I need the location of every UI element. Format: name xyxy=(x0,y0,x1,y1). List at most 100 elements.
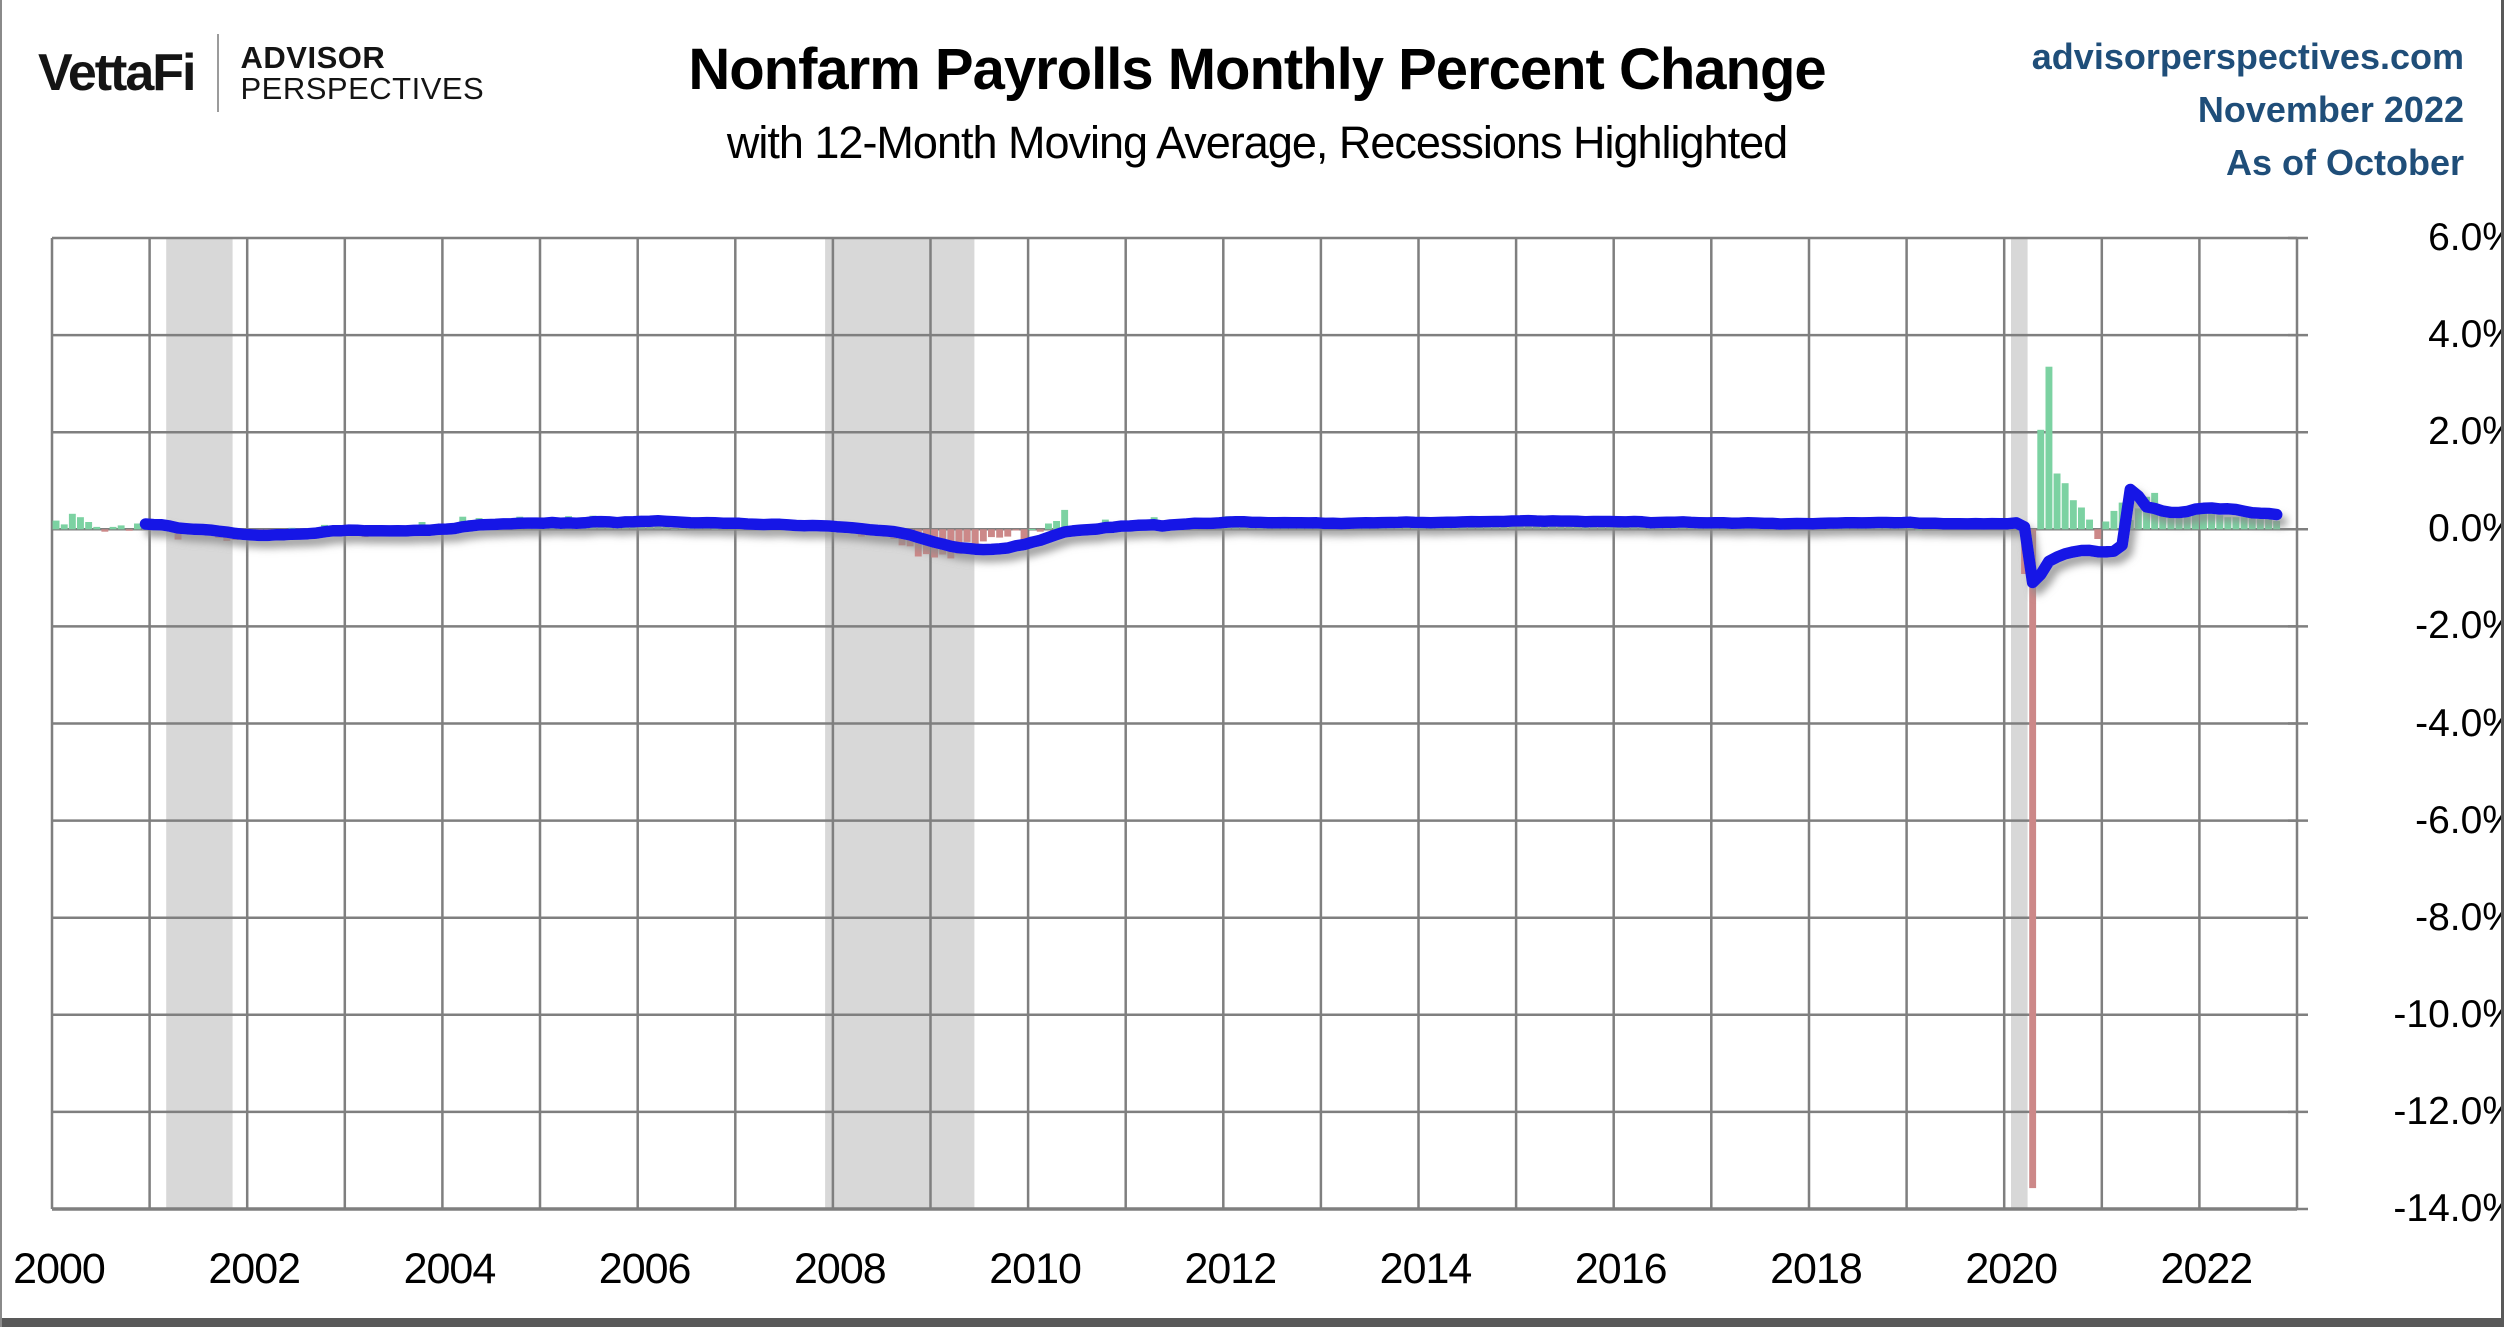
payroll-bar xyxy=(1646,528,1654,530)
x-axis-tick-label: 2000 xyxy=(13,1245,106,1293)
payroll-bar xyxy=(2110,510,2118,530)
x-axis-tick-label: 2016 xyxy=(1574,1245,1668,1293)
logo-divider xyxy=(216,34,219,112)
payroll-bar xyxy=(1004,529,1012,537)
payroll-bar xyxy=(605,526,613,530)
payroll-bar xyxy=(2086,519,2093,530)
payroll-bar xyxy=(134,523,141,530)
payroll-bar xyxy=(1020,529,1028,540)
payroll-bar xyxy=(2216,515,2224,530)
x-axis-tick-label: 2018 xyxy=(1770,1245,1863,1293)
payroll-bar xyxy=(2078,507,2085,530)
x-axis-tick-label: 2002 xyxy=(208,1245,301,1293)
payroll-bar xyxy=(2265,519,2272,530)
source-date: November 2022 xyxy=(2197,89,2464,130)
x-axis-tick-label: 2020 xyxy=(1965,1245,2058,1293)
source-asof: As of October xyxy=(2225,142,2464,183)
payroll-bar xyxy=(1012,529,1020,531)
y-axis-tick-label: -10.0% xyxy=(2393,992,2504,1036)
payroll-bar xyxy=(2273,521,2281,530)
advisor-perspectives-logo: ADVISOR PERSPECTIVES xyxy=(241,42,485,104)
payroll-bar xyxy=(1045,523,1052,530)
payroll-bar xyxy=(2029,529,2037,1189)
x-axis-tick-label: 2014 xyxy=(1379,1245,1473,1293)
payroll-bar xyxy=(711,528,719,530)
moving-average-line xyxy=(139,483,2283,589)
y-axis-tick-label: 4.0% xyxy=(2428,313,2504,357)
payroll-bar xyxy=(1533,526,1540,530)
payroll-bar xyxy=(109,526,117,530)
payroll-bar xyxy=(2053,473,2061,530)
chart-title: Nonfarm Payrolls Monthly Percent Change xyxy=(688,37,1826,102)
payroll-bar xyxy=(2240,517,2248,530)
payroll-bar xyxy=(174,529,182,540)
page-bottom-border xyxy=(2,1318,2504,1327)
payroll-bar xyxy=(101,529,109,532)
payroll-bar xyxy=(2061,483,2069,530)
brand-logo: VettaFi ADVISOR PERSPECTIVES xyxy=(38,34,484,112)
payroll-bar xyxy=(2256,519,2264,530)
y-axis-tick-label: -2.0% xyxy=(2415,604,2504,648)
chart-subtitle: with 12-Month Moving Average, Recessions… xyxy=(726,117,1788,168)
payroll-bar xyxy=(963,529,971,542)
payroll-bar xyxy=(996,529,1004,538)
plot-area xyxy=(50,236,2308,1211)
payroll-bar xyxy=(2248,512,2256,530)
payroll-bar xyxy=(2183,507,2191,530)
x-axis-tick-label: 2008 xyxy=(794,1245,887,1293)
advisor-logo-line2: PERSPECTIVES xyxy=(240,71,485,106)
payroll-bar xyxy=(2134,508,2142,530)
y-axis-tick-label: -8.0% xyxy=(2415,895,2504,939)
payroll-bar xyxy=(2045,366,2053,530)
payroll-bar xyxy=(117,525,125,530)
x-axis-tick-label: 2006 xyxy=(598,1245,692,1293)
payroll-bar xyxy=(955,529,963,555)
payroll-bar xyxy=(1053,521,1060,530)
payroll-bar xyxy=(2069,500,2077,530)
y-axis-tick-label: -6.0% xyxy=(2415,798,2504,842)
payroll-bar xyxy=(2094,529,2102,539)
payroll-bar xyxy=(971,529,979,547)
payroll-bar xyxy=(988,529,995,538)
payroll-bar xyxy=(2143,496,2150,530)
x-axis-tick-label: 2022 xyxy=(2160,1245,2254,1293)
payroll-bar xyxy=(1061,509,1069,530)
source-site: advisorperspectives.com xyxy=(2031,36,2464,77)
page-right-border xyxy=(2501,0,2504,1327)
payroll-bar xyxy=(979,529,987,542)
x-axis-tick-label: 2012 xyxy=(1184,1245,1277,1293)
payroll-bar xyxy=(1915,529,1923,531)
advisor-logo-line1: ADVISOR xyxy=(240,40,386,75)
x-axis-tick-label: 2010 xyxy=(989,1245,1082,1293)
payroll-bar xyxy=(2102,521,2110,530)
payroll-bar xyxy=(2175,507,2183,530)
title-block: Nonfarm Payrolls Monthly Percent Change … xyxy=(602,36,1912,169)
payroll-bar xyxy=(93,526,101,530)
payroll-bar xyxy=(68,513,76,530)
payroll-bar xyxy=(60,524,68,530)
y-axis-tick-label: -4.0% xyxy=(2415,701,2504,745)
y-axis-tick-label: 0.0% xyxy=(2428,507,2504,551)
payroll-bar xyxy=(2224,517,2232,530)
payroll-bar xyxy=(1028,528,1036,530)
payroll-bar xyxy=(2159,513,2167,530)
payroll-bar xyxy=(670,528,678,530)
source-block: advisorperspectives.com November 2022 As… xyxy=(2032,30,2464,189)
y-axis-tick-label: -14.0% xyxy=(2393,1187,2504,1230)
payroll-bar xyxy=(2037,429,2045,530)
chart-svg xyxy=(50,236,2308,1211)
payroll-bar xyxy=(2232,517,2240,530)
x-axis-tick-label: 2004 xyxy=(403,1245,497,1293)
payroll-bar xyxy=(52,520,60,530)
payroll-bar xyxy=(2200,512,2207,530)
y-axis-tick-label: 2.0% xyxy=(2428,410,2504,454)
payroll-bar xyxy=(2191,509,2199,530)
vettafi-logo: VettaFi xyxy=(38,44,196,102)
payroll-bar xyxy=(1036,529,1044,532)
y-axis-tick-label: -12.0% xyxy=(2393,1089,2504,1133)
y-axis-tick-label: 6.0% xyxy=(2428,216,2504,259)
payroll-bar xyxy=(77,517,84,530)
payroll-bar xyxy=(85,522,93,530)
payroll-bar xyxy=(125,529,133,531)
